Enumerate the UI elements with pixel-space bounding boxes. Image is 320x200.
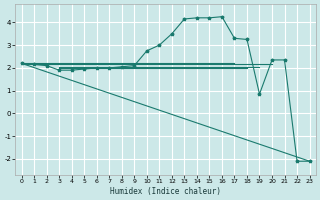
X-axis label: Humidex (Indice chaleur): Humidex (Indice chaleur) bbox=[110, 187, 221, 196]
